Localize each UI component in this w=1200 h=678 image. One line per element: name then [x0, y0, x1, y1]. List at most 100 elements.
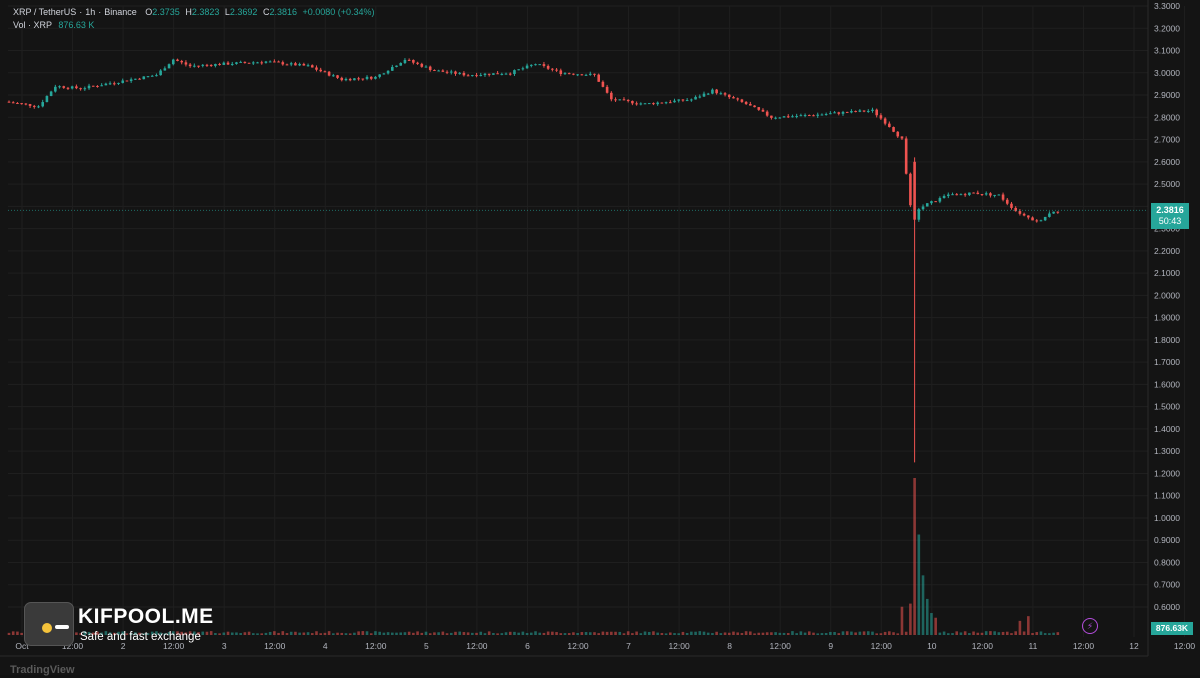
candle	[740, 99, 744, 102]
candle	[180, 61, 183, 63]
volume-bar	[782, 632, 786, 635]
candle	[437, 70, 440, 72]
volume-bar	[1043, 633, 1047, 635]
candle	[635, 103, 638, 105]
candle	[37, 106, 40, 108]
candle	[900, 136, 904, 139]
candle	[563, 73, 567, 75]
candle	[1035, 220, 1039, 222]
volume-bar	[803, 632, 807, 635]
candle	[391, 66, 394, 71]
volume-bar	[171, 631, 175, 635]
candle	[702, 93, 706, 97]
volume-bar	[976, 632, 980, 635]
candle	[209, 64, 213, 66]
kifpool-logo-icon	[24, 602, 74, 646]
y-tick-label: 1.6000	[1154, 379, 1180, 389]
volume-bar	[955, 631, 959, 635]
volume-bar	[517, 632, 520, 635]
candle	[930, 201, 933, 204]
candle	[854, 111, 857, 113]
volume-bar	[306, 632, 310, 635]
volume-bar	[774, 632, 777, 635]
volume-bar	[660, 633, 664, 635]
candle	[904, 138, 908, 174]
candle	[378, 74, 381, 77]
volume-bar	[1001, 631, 1005, 635]
candle	[117, 82, 120, 84]
candle	[466, 75, 470, 77]
volume-bar	[618, 631, 622, 635]
lightning-icon[interactable]: ⚡	[1082, 618, 1098, 634]
candle	[1031, 217, 1034, 221]
volume-bar	[791, 631, 794, 635]
candle	[677, 99, 681, 101]
volume-bar	[11, 631, 15, 635]
volume-bar	[264, 632, 268, 635]
candle	[454, 71, 457, 74]
volume-bar	[205, 631, 209, 635]
candle	[176, 59, 179, 62]
candle	[492, 73, 495, 75]
volume-bar	[252, 633, 255, 635]
candle	[862, 110, 866, 112]
candle	[542, 64, 546, 66]
volume-bar	[83, 631, 87, 635]
volume-bar	[487, 631, 491, 635]
volume-bar	[786, 633, 790, 635]
candle	[799, 115, 803, 117]
candle	[285, 64, 289, 66]
candle	[70, 86, 74, 89]
volume-bar	[79, 633, 82, 635]
candle	[618, 99, 622, 101]
volume-bar	[841, 631, 845, 635]
legend-high-label: H	[185, 7, 192, 17]
candle	[669, 102, 672, 104]
volume-bar	[593, 632, 596, 635]
candle	[984, 193, 988, 195]
candle	[1001, 194, 1005, 200]
volume-bar	[428, 633, 432, 635]
y-tick-label: 1.4000	[1154, 424, 1180, 434]
candle	[525, 65, 529, 69]
candle	[11, 102, 15, 104]
volume-bar	[942, 631, 946, 635]
volume-bar	[100, 632, 103, 635]
candle	[976, 192, 980, 195]
volume-bar	[820, 633, 824, 635]
candle	[909, 173, 912, 206]
candle	[732, 97, 735, 99]
volume-bar	[614, 631, 617, 635]
candle	[643, 103, 647, 105]
candle	[744, 101, 748, 104]
candle	[361, 78, 365, 80]
volume-bar	[310, 633, 314, 635]
volume-bar	[572, 632, 575, 635]
volume-bar	[681, 631, 685, 635]
candle	[888, 123, 891, 128]
volume-bar	[892, 632, 895, 635]
candle	[298, 63, 301, 66]
y-tick-label: 3.2000	[1154, 23, 1180, 33]
candle	[925, 203, 929, 207]
volume-bar	[146, 633, 150, 635]
volume-bar	[749, 631, 752, 635]
volume-bar	[639, 633, 643, 635]
candle	[749, 103, 752, 106]
candle	[610, 92, 613, 100]
candle	[698, 96, 702, 98]
candle	[660, 102, 664, 104]
candle	[837, 112, 841, 114]
volume-bar	[740, 633, 744, 635]
volume-bar	[866, 631, 870, 635]
volume-bar	[500, 633, 504, 635]
x-tick-label: 12:00	[163, 641, 185, 651]
y-tick-label: 2.9000	[1154, 90, 1180, 100]
candle	[715, 89, 718, 94]
candle	[723, 93, 727, 95]
volume-bar	[504, 632, 508, 635]
volume-bar	[16, 631, 19, 635]
volume-bar	[129, 633, 133, 635]
